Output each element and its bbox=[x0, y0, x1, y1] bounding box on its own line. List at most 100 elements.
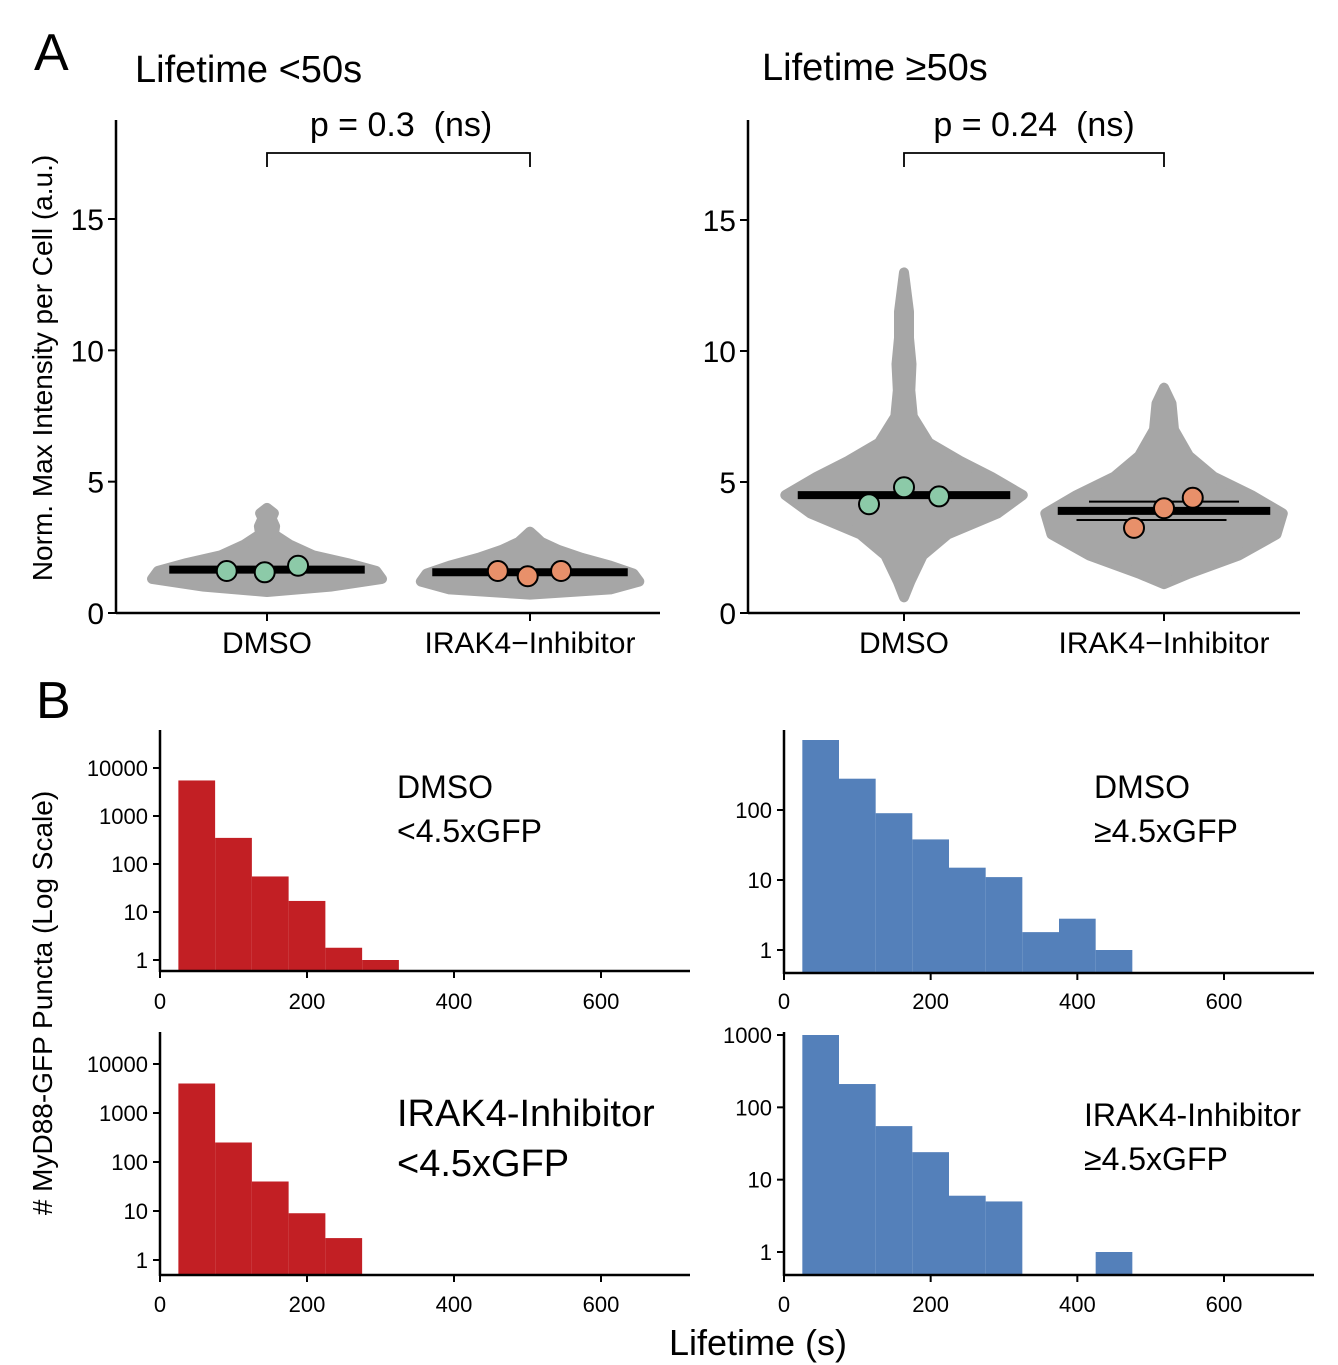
histogram-bar bbox=[1059, 918, 1096, 973]
hist-label-dmso-low-line1: DMSO bbox=[397, 769, 493, 805]
hist-x-tick-label: 200 bbox=[912, 989, 949, 1014]
hist-y-tick-label: 1 bbox=[760, 1240, 772, 1265]
violin-y-tick-label: 15 bbox=[71, 204, 104, 237]
violin-left-title: Lifetime <50s bbox=[135, 49, 362, 91]
ylabel-panel-a: Norm. Max Intensity per Cell (a.u.) bbox=[27, 155, 58, 581]
replicate-point bbox=[253, 561, 276, 584]
panel-label-a: A bbox=[34, 24, 69, 82]
hist-x-tick-label: 400 bbox=[436, 1292, 473, 1317]
hist-x-tick-label: 0 bbox=[778, 1292, 790, 1317]
replicate-point bbox=[1153, 497, 1175, 520]
replicate-point bbox=[1123, 516, 1145, 539]
hist-y-tick-label: 1 bbox=[136, 1248, 148, 1273]
replicate-point bbox=[858, 493, 880, 516]
hist-y-tick-label: 1000 bbox=[99, 804, 148, 829]
histogram-bar bbox=[362, 960, 399, 971]
replicate-point bbox=[287, 554, 310, 577]
hist-label-dmso-high-line1: DMSO bbox=[1094, 769, 1190, 805]
histogram-bar bbox=[985, 1201, 1023, 1275]
violin-shape bbox=[1040, 382, 1288, 590]
replicate-point bbox=[215, 559, 238, 582]
significance-bracket bbox=[903, 152, 1165, 167]
hist-x-tick-label: 400 bbox=[1059, 1292, 1096, 1317]
violin-y-tick-label: 0 bbox=[87, 598, 104, 631]
hist-y-tick-label: 10 bbox=[124, 900, 148, 925]
hist-label-irak4-low: IRAK4-Inhibitor <4.5xGFP bbox=[397, 1093, 665, 1185]
ylabel-panel-b: # MyD88-GFP Puncta (Log Scale) bbox=[27, 791, 58, 1215]
violin-y-tick-label: 10 bbox=[71, 335, 104, 368]
hist-x-tick-label: 200 bbox=[289, 1292, 326, 1317]
histogram-bar bbox=[912, 839, 949, 973]
hist-x-tick-label: 200 bbox=[912, 1292, 949, 1317]
replicate-point bbox=[550, 559, 573, 582]
replicate-point bbox=[893, 476, 915, 499]
hist-label-irak4-high-line1: IRAK4-Inhibitor bbox=[1084, 1097, 1301, 1133]
hist-y-tick-label: 10000 bbox=[87, 1052, 148, 1077]
hist-label-dmso-low-line2: <4.5xGFP bbox=[397, 813, 542, 849]
histogram-bar bbox=[949, 867, 986, 973]
violin-shape bbox=[415, 526, 645, 600]
replicate-point bbox=[486, 559, 509, 582]
pvalue-right: p = 0.24 (ns) bbox=[933, 106, 1134, 144]
hist-label-irak4-high: IRAK4-Inhibitor ≥4.5xGFP bbox=[1084, 1097, 1310, 1177]
hist-label-dmso-high: DMSO ≥4.5xGFP bbox=[1094, 769, 1238, 849]
histogram-bar bbox=[288, 900, 326, 971]
hist-x-tick-label: 200 bbox=[289, 989, 326, 1014]
histogram-bar bbox=[802, 1035, 839, 1275]
hist-y-tick-label: 10000 bbox=[87, 756, 148, 781]
replicate-point bbox=[1181, 486, 1204, 509]
histogram-bar bbox=[251, 876, 289, 971]
histogram-bar bbox=[1095, 1252, 1133, 1275]
violin-y-tick-label: 5 bbox=[87, 467, 104, 500]
histogram-bar bbox=[949, 1195, 986, 1275]
replicate-point bbox=[516, 565, 539, 588]
violin-shape bbox=[780, 267, 1028, 603]
histogram-bar bbox=[912, 1152, 949, 1275]
hist-y-tick-label: 10 bbox=[748, 1168, 772, 1193]
significance-bracket bbox=[266, 152, 531, 167]
replicate-point bbox=[928, 485, 950, 508]
hist-y-tick-label: 10 bbox=[748, 868, 772, 893]
hist-y-tick-label: 10 bbox=[124, 1199, 148, 1224]
hist-x-tick-label: 600 bbox=[1206, 1292, 1243, 1317]
hist-y-tick-label: 1 bbox=[760, 938, 772, 963]
hist-x-tick-label: 0 bbox=[154, 989, 166, 1014]
histogram-bar bbox=[178, 780, 216, 971]
hist-label-irak4-high-line2: ≥4.5xGFP bbox=[1084, 1141, 1228, 1177]
hist-y-tick-label: 100 bbox=[111, 852, 148, 877]
hist-y-tick-label: 1000 bbox=[723, 1023, 772, 1048]
histogram-bar bbox=[875, 813, 913, 973]
histogram-bar bbox=[215, 837, 252, 971]
hist-x-tick-label: 600 bbox=[583, 1292, 620, 1317]
histogram-bar bbox=[251, 1181, 289, 1275]
hist-y-tick-label: 100 bbox=[111, 1150, 148, 1175]
hist-x-tick-label: 0 bbox=[778, 989, 790, 1014]
hist-x-tick-label: 400 bbox=[436, 989, 473, 1014]
violin-y-tick-label: 15 bbox=[703, 205, 736, 238]
hist-x-tick-label: 400 bbox=[1059, 989, 1096, 1014]
violin-y-tick-label: 0 bbox=[719, 598, 736, 631]
histogram-bar bbox=[839, 1084, 876, 1275]
hist-y-tick-label: 1 bbox=[136, 948, 148, 973]
hist-label-irak4-low-line2: <4.5xGFP bbox=[397, 1143, 569, 1185]
hist-x-tick-label: 600 bbox=[583, 989, 620, 1014]
histogram-bar bbox=[839, 778, 876, 973]
histogram-bar bbox=[1022, 932, 1059, 973]
violin-y-tick-label: 5 bbox=[719, 467, 736, 500]
histogram-bar bbox=[288, 1213, 326, 1275]
histogram-bar bbox=[325, 947, 363, 971]
histogram-bar bbox=[802, 740, 839, 973]
violin-x-tick-label: DMSO bbox=[859, 627, 949, 660]
violin-y-tick-label: 10 bbox=[703, 336, 736, 369]
violin-x-tick-label: IRAK4−Inhibitor bbox=[425, 627, 636, 660]
histogram-bar bbox=[178, 1083, 216, 1275]
hist-y-tick-label: 100 bbox=[735, 798, 772, 823]
xlabel-panel-b: Lifetime (s) bbox=[669, 1322, 847, 1363]
hist-x-tick-label: 600 bbox=[1206, 989, 1243, 1014]
panel-label-b: B bbox=[36, 672, 71, 730]
hist-label-irak4-low-line1: IRAK4-Inhibitor bbox=[397, 1093, 655, 1135]
histogram-bar bbox=[1095, 950, 1133, 973]
hist-label-dmso-high-line2: ≥4.5xGFP bbox=[1094, 813, 1238, 849]
histogram-bar bbox=[985, 877, 1023, 973]
